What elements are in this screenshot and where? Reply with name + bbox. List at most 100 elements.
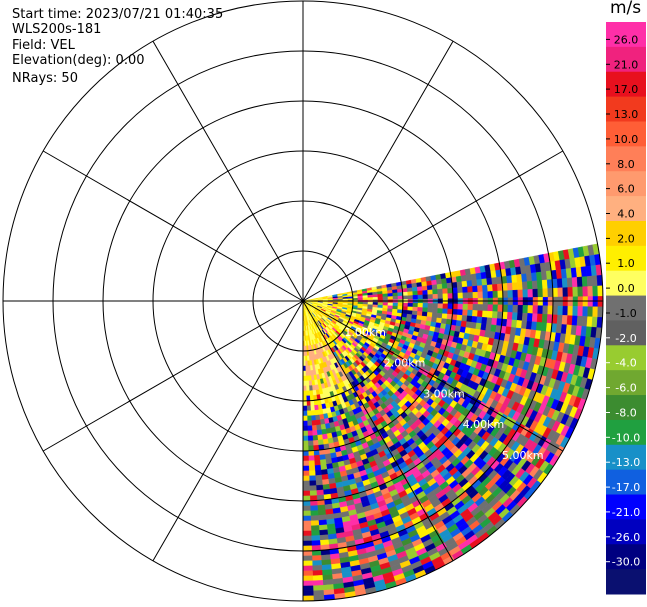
velocity-gate — [407, 302, 414, 308]
velocity-gate — [318, 524, 328, 531]
velocity-gate — [597, 306, 604, 318]
velocity-gate — [306, 410, 312, 417]
nrays-label: NRays: 50 — [12, 71, 78, 86]
velocity-gate — [517, 304, 524, 314]
velocity-gate — [307, 430, 313, 437]
velocity-gate — [526, 280, 533, 290]
colorbar-tick-label: -21.0 — [612, 506, 640, 519]
velocity-gate — [427, 307, 434, 313]
velocity-gate — [497, 304, 504, 313]
velocity-gate — [456, 314, 463, 322]
velocity-gate — [592, 285, 599, 297]
velocity-gate — [302, 410, 308, 417]
velocity-gate — [310, 510, 319, 517]
velocity-gate — [312, 580, 324, 587]
velocity-gate — [482, 291, 489, 299]
velocity-gate — [532, 305, 539, 315]
field-label: Field: VEL — [12, 38, 75, 53]
velocity-gate — [527, 305, 534, 314]
velocity-gate — [309, 505, 319, 512]
velocity-gate — [367, 302, 374, 306]
velocity-gate — [310, 530, 320, 537]
velocity-gate — [582, 306, 589, 317]
velocity-gate — [313, 454, 321, 461]
velocity-gate — [311, 425, 317, 431]
colorbar-swatch — [606, 395, 646, 421]
velocity-gate — [302, 435, 309, 442]
velocity-gate — [431, 279, 438, 286]
velocity-gate — [309, 390, 314, 397]
velocity-gate — [467, 303, 474, 311]
velocity-gate — [506, 282, 513, 291]
velocity-gate — [467, 292, 474, 299]
azimuth-spoke — [42, 300, 304, 452]
velocity-gate — [461, 280, 468, 288]
velocity-gate — [311, 430, 318, 436]
colorbar-tick-label: 26.0 — [614, 33, 639, 46]
velocity-gate — [302, 525, 312, 532]
velocity-gate — [591, 275, 598, 287]
velocity-gate — [312, 585, 324, 592]
colorbar-swatch — [606, 245, 646, 272]
velocity-gate — [382, 302, 389, 306]
velocity-gate — [521, 312, 528, 322]
velocity-gate — [552, 287, 559, 298]
velocity-gate — [302, 420, 308, 427]
velocity-gate — [532, 288, 539, 298]
velocity-gate — [456, 281, 463, 288]
velocity-gate — [537, 288, 544, 298]
velocity-gate — [315, 424, 322, 431]
velocity-gate — [317, 504, 326, 511]
velocity-gate — [314, 464, 322, 471]
velocity-gate — [487, 284, 494, 292]
velocity-gate — [302, 395, 307, 402]
velocity-gate — [397, 302, 404, 307]
colorbar-swatch — [606, 370, 646, 396]
velocity-gate — [311, 540, 321, 547]
velocity-gate — [460, 320, 467, 328]
colorbar-tick-label: -26.0 — [612, 531, 640, 544]
colorbar-swatch — [606, 295, 646, 321]
velocity-gate — [436, 312, 443, 319]
velocity-gate — [517, 289, 524, 298]
colorbar-tick-label: -17.0 — [612, 481, 640, 494]
velocity-gate — [302, 405, 308, 412]
velocity-gate — [392, 295, 399, 300]
velocity-gate — [302, 555, 313, 562]
velocity-gate — [576, 315, 583, 327]
velocity-gate — [311, 560, 322, 567]
velocity-gate — [314, 469, 322, 476]
velocity-gate — [587, 285, 594, 297]
velocity-gate — [567, 296, 574, 307]
velocity-gate — [302, 580, 314, 587]
velocity-gate — [322, 438, 329, 445]
velocity-gate — [487, 304, 494, 312]
velocity-gate — [392, 302, 399, 307]
colorbar-tick-label: 6.0 — [617, 183, 635, 196]
velocity-gate — [567, 286, 574, 297]
velocity-gate — [562, 305, 569, 316]
velocity-gate — [526, 313, 533, 322]
velocity-gate — [437, 288, 444, 295]
velocity-gate — [314, 414, 321, 421]
velocity-gate — [442, 288, 449, 295]
velocity-gate — [412, 294, 419, 300]
velocity-gate — [477, 304, 484, 312]
velocity-gate — [492, 290, 499, 299]
velocity-gate — [457, 303, 464, 311]
velocity-gate — [597, 296, 604, 308]
velocity-gate — [541, 313, 548, 324]
velocity-gate — [302, 480, 310, 487]
velocity-gate — [407, 295, 414, 300]
velocity-gate — [477, 291, 484, 299]
velocity-gate — [531, 313, 538, 323]
velocity-gate — [319, 459, 327, 466]
velocity-gate — [377, 296, 384, 301]
colorbar-swatch — [606, 146, 646, 172]
azimuth-spoke — [152, 40, 304, 302]
velocity-gate — [462, 309, 469, 317]
velocity-gate — [302, 425, 308, 432]
velocity-gate — [315, 419, 321, 426]
velocity-gate — [362, 297, 369, 301]
colorbar: 26.0 21.0 17.0 13.0 10.0 8.0 6.0 4.0 2.0 1.0 0.0 -1… — [606, 22, 646, 595]
